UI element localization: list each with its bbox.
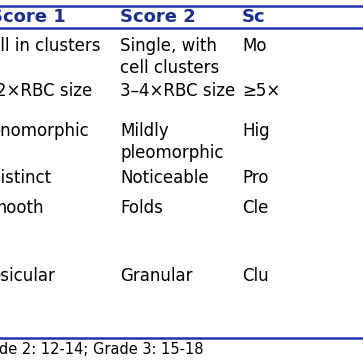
Text: Folds: Folds	[120, 199, 163, 217]
Text: Single, with
cell clusters: Single, with cell clusters	[120, 37, 219, 77]
Text: Score 2: Score 2	[120, 8, 196, 26]
Text: Clu: Clu	[242, 267, 269, 285]
Text: ade 2: 12-14; Grade 3: 15-18: ade 2: 12-14; Grade 3: 15-18	[0, 342, 204, 357]
Text: ≥5×: ≥5×	[242, 82, 280, 100]
Text: Score 1: Score 1	[0, 8, 66, 26]
Text: mooth: mooth	[0, 199, 44, 217]
Text: Mildly
pleomorphic: Mildly pleomorphic	[120, 122, 224, 162]
Text: Granular: Granular	[120, 267, 192, 285]
Text: Mo: Mo	[242, 37, 266, 55]
Text: Noticeable: Noticeable	[120, 169, 209, 187]
Text: ell in clusters: ell in clusters	[0, 37, 101, 55]
Text: Cle: Cle	[242, 199, 268, 217]
Text: Hig: Hig	[242, 122, 270, 140]
Text: onomorphic: onomorphic	[0, 122, 89, 140]
Text: 3–4×RBC size: 3–4×RBC size	[120, 82, 235, 100]
Text: Pro: Pro	[242, 169, 269, 187]
Text: -2×RBC size: -2×RBC size	[0, 82, 92, 100]
Text: Sc: Sc	[242, 8, 266, 26]
Text: esicular: esicular	[0, 267, 55, 285]
Text: distinct: distinct	[0, 169, 51, 187]
